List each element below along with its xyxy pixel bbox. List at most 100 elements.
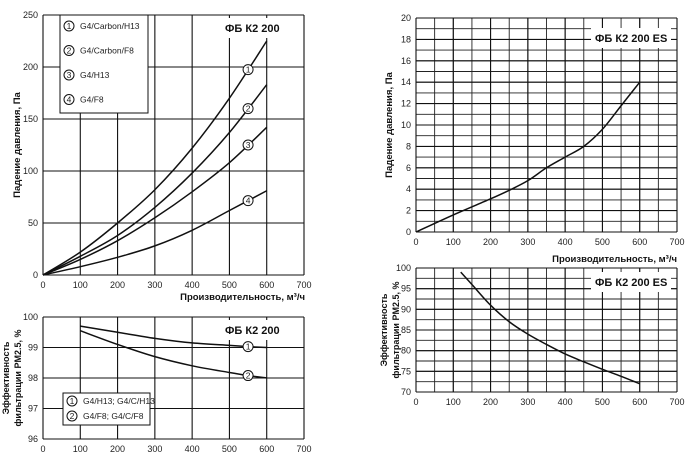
series-marker-2: [242, 370, 254, 382]
series-marker-label: 3: [246, 140, 251, 150]
x-tick-label: 700: [669, 237, 684, 247]
legend-box: [59, 14, 149, 114]
y-tick-label: 250: [23, 10, 38, 20]
x-tick-label: 600: [632, 237, 647, 247]
legend-marker-label: 3: [67, 70, 72, 80]
legend-entry: G4/Carbon/F8: [80, 46, 134, 56]
x-axis-label: Производительность, м³/ч: [552, 254, 677, 265]
chart-3: 0 100 200 300 400 500 600 700 0 2 4 6 8 10 12 14 16 18 20 Ф…: [384, 13, 685, 265]
y-tick-label: 85: [401, 325, 411, 335]
series-line-2: [42, 84, 268, 276]
y-axis-label-line: фильтрации PM2.5, %: [391, 282, 401, 379]
x-tick-label: 400: [558, 237, 573, 247]
x-tick-label: 200: [483, 397, 498, 407]
y-tick-label: 0: [406, 227, 411, 237]
legend-entry: G4/F8: [80, 95, 104, 105]
x-tick-label: 300: [147, 280, 162, 290]
legend-marker-label: 2: [70, 411, 75, 421]
legend-marker: [66, 410, 78, 422]
legend-marker-label: 4: [67, 95, 72, 105]
y-tick-label: 18: [401, 34, 411, 44]
y-axis-label: Падение давления, Па: [12, 91, 23, 197]
y-axis-label-line: Эффективность: [379, 293, 389, 366]
x-tick-label: 400: [558, 397, 573, 407]
x-tick-label: 0: [413, 397, 418, 407]
y-axis-label: Эффективность фильтрации PM2.5, %: [379, 282, 401, 379]
x-tick-label: 100: [446, 397, 461, 407]
x-tick-label: 700: [669, 397, 684, 407]
x-tick-label: 0: [40, 280, 45, 290]
y-tick-label: 4: [406, 184, 411, 194]
legend: 1 G4/H13; G4/C/H13 2 G4/F8; G4/C/F8: [62, 392, 155, 426]
series-marker-1: [242, 64, 254, 76]
x-tick-label: 400: [185, 444, 200, 454]
y-axis-label-line: фильтрации PM2.5, %: [13, 330, 23, 427]
series-marker-label: 2: [246, 104, 251, 114]
y-tick-label: 95: [401, 284, 411, 294]
chart-4: 0 100 200 300 400 500 600 700 70 75 80 85 90 95 100 ФБ …: [379, 263, 685, 407]
x-tick-label: 0: [413, 237, 418, 247]
legend-marker: [66, 395, 78, 407]
x-tick-label: 700: [296, 280, 311, 290]
y-tick-label: 100: [23, 166, 38, 176]
y-tick-label: 12: [401, 99, 411, 109]
series-marker-2: [242, 103, 254, 115]
y-tick-label: 100: [23, 312, 38, 322]
x-tick-label: 600: [632, 397, 647, 407]
series-line-1: [415, 81, 641, 233]
title-background: [591, 28, 671, 48]
x-tick-label: 600: [259, 280, 274, 290]
series-line-3: [42, 126, 268, 276]
legend-entry: G4/F8; G4/C/F8: [83, 411, 144, 421]
series-marker-3: [242, 139, 254, 151]
x-tick-label: 500: [595, 237, 610, 247]
chart-title: ФБ К2 200 ES: [595, 277, 667, 289]
x-tick-label: 400: [185, 280, 200, 290]
series-marker-label: 4: [246, 196, 251, 206]
series-marker-label: 2: [246, 371, 251, 381]
series-marker-label: 1: [246, 65, 251, 75]
title-background: [221, 18, 291, 38]
y-axis-label: Падение давления, Па: [384, 71, 395, 177]
x-tick-label: 500: [222, 280, 237, 290]
y-tick-label: 2: [406, 206, 411, 216]
y-axis-label: Эффективность фильтрации PM2.5, %: [1, 330, 23, 427]
x-tick-label: 100: [73, 280, 88, 290]
y-tick-label: 0: [33, 270, 38, 280]
y-tick-label: 96: [28, 434, 38, 444]
chart-title: ФБ К2 200: [225, 23, 280, 35]
y-tick-label: 70: [401, 387, 411, 397]
y-tick-label: 200: [23, 62, 38, 72]
legend-marker: [63, 20, 75, 32]
y-tick-label: 50: [28, 218, 38, 228]
y-tick-label: 14: [401, 77, 411, 87]
title-background: [221, 320, 291, 340]
chart-2: 0 100 200 300 400 500 600 700 96 97 98 99 100 ФБ К2 2…: [1, 312, 312, 454]
x-axis-label: Производительность, м³/ч: [180, 292, 305, 303]
legend-marker-label: 1: [67, 21, 72, 31]
legend-entry: G4/H13: [80, 70, 110, 80]
x-tick-label: 100: [73, 444, 88, 454]
legend-marker: [63, 45, 75, 56]
y-tick-label: 8: [406, 141, 411, 151]
x-tick-label: 500: [222, 444, 237, 454]
x-tick-label: 200: [483, 237, 498, 247]
chart-1: 0 100 200 300 400 500 600 700 0 50 100 150 200 250 ФБ …: [12, 10, 312, 303]
series-marker-1: [242, 341, 254, 353]
series-marker-4: [242, 195, 254, 207]
legend-box: [62, 392, 151, 426]
y-tick-label: 99: [28, 343, 38, 353]
y-tick-label: 10: [401, 120, 411, 130]
x-tick-label: 600: [259, 444, 274, 454]
x-tick-label: 200: [110, 280, 125, 290]
x-tick-label: 0: [40, 444, 45, 454]
y-tick-label: 75: [401, 366, 411, 376]
series-line-1: [42, 40, 268, 276]
legend-marker-label: 2: [67, 46, 72, 56]
chart-title: ФБ К2 200 ES: [595, 33, 667, 45]
x-tick-label: 500: [595, 397, 610, 407]
series-line-1: [460, 271, 640, 385]
x-tick-label: 300: [147, 444, 162, 454]
series-marker-label: 1: [246, 342, 251, 352]
